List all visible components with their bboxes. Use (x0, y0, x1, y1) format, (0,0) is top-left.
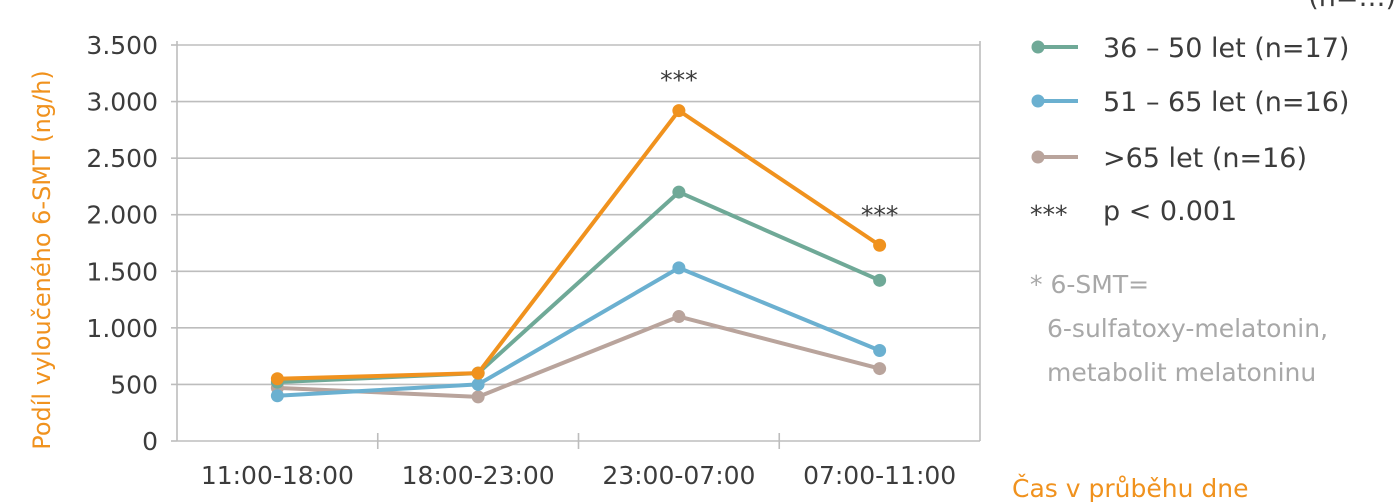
legend-label: 51 – 65 let (n=16) (1103, 87, 1349, 118)
y-tick-label: 0 (142, 427, 158, 456)
y-tick-label: 2.500 (86, 144, 158, 173)
series-51-65-let-n-16- (270, 261, 887, 403)
x-tick-labels: 11:00-18:00 18:00-23:00 23:00-07:00 07:00-1… (201, 461, 956, 490)
data-point (873, 362, 887, 376)
data-point (873, 343, 887, 357)
series-line (277, 190, 881, 385)
significance-annotations: *** *** (660, 66, 898, 230)
data-point (672, 310, 686, 324)
grid (177, 44, 980, 386)
footnote-line-1: * 6-SMT= (1030, 270, 1149, 299)
y-tick-label: 3.000 (86, 88, 158, 117)
y-tick-labels: 0 500 1.000 1.500 2.000 2.500 3.000 3.500 (86, 31, 158, 456)
legend-significance-stars: *** (1030, 200, 1068, 229)
legend-label: (n=…) (1308, 0, 1394, 13)
y-tick-label: 1.000 (86, 314, 158, 343)
significance-mark: *** (861, 200, 899, 229)
y-tick-label: 500 (110, 370, 158, 399)
y-axis-label: Podíl vyloučeného 6-SMT (ng/h) (28, 70, 56, 450)
y-tick-label: 3.500 (86, 31, 158, 60)
legend-significance-text: p < 0.001 (1103, 196, 1237, 227)
axes (171, 41, 981, 449)
series-group (270, 104, 887, 404)
legend: (n=…) 36 – 50 let (n=17) 51 – 65 let (n=16… (1030, 0, 1394, 229)
data-point (873, 238, 887, 252)
footnote-line-3: metabolit melatoninu (1047, 358, 1316, 387)
x-tick-label: 07:00-11:00 (803, 461, 956, 490)
x-tick-label: 18:00-23:00 (402, 461, 555, 490)
y-tick-label: 2.000 (86, 201, 158, 230)
legend-swatch-marker (1031, 40, 1045, 54)
footnote: * 6-SMT= 6-sulfatoxy-melatonin, metaboli… (1030, 270, 1328, 387)
data-point (672, 185, 686, 199)
series-line (277, 314, 881, 399)
data-point (471, 377, 485, 391)
legend-label: 36 – 50 let (n=17) (1103, 33, 1349, 64)
data-point (672, 104, 686, 118)
x-tick-label: 11:00-18:00 (201, 461, 354, 490)
data-point (672, 261, 686, 275)
data-point (270, 372, 284, 386)
y-tick-label: 1.500 (86, 257, 158, 286)
legend-swatch-marker (1031, 150, 1045, 164)
data-point (471, 390, 485, 404)
series-line (277, 265, 881, 398)
legend-swatch-marker (1031, 94, 1045, 108)
data-point (270, 389, 284, 403)
x-axis-label: Čas v průběhu dne (1012, 473, 1248, 503)
series-line (277, 108, 881, 381)
data-point (471, 366, 485, 380)
data-point (873, 273, 887, 287)
significance-mark: *** (660, 66, 698, 95)
series--n- (270, 104, 887, 386)
x-tick-label: 23:00-07:00 (602, 461, 755, 490)
footnote-line-2: 6-sulfatoxy-melatonin, (1047, 314, 1328, 343)
legend-label: >65 let (n=16) (1103, 143, 1307, 174)
